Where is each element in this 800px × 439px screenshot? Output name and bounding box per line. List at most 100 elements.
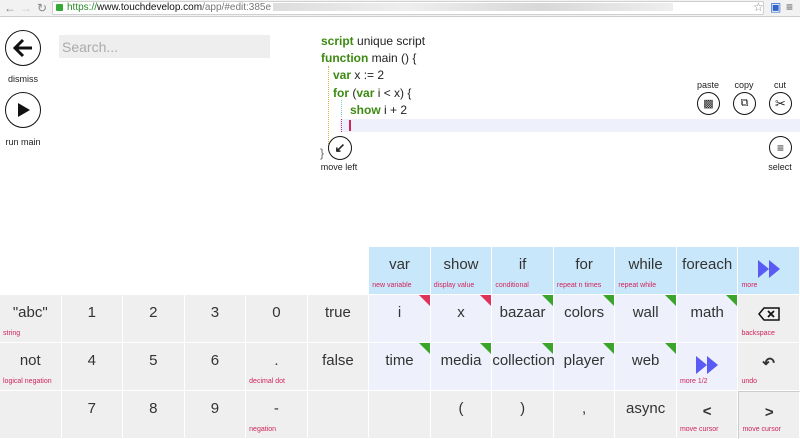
key-more-1-2[interactable]: more 1/2 xyxy=(676,343,739,391)
key-label: colors xyxy=(564,304,605,321)
key-collections[interactable]: collections xyxy=(492,343,563,391)
key-backspace[interactable]: backspace xyxy=(738,295,800,343)
key-label: > xyxy=(764,404,774,421)
key-9[interactable]: 9 xyxy=(184,391,247,439)
key-math[interactable]: math xyxy=(676,295,739,343)
key-2[interactable]: 2 xyxy=(123,295,185,343)
key-label: 5 xyxy=(149,352,158,369)
dismiss-button[interactable] xyxy=(5,30,41,66)
current-line-highlight xyxy=(340,119,800,132)
key-label: web xyxy=(631,352,660,369)
key-symbol[interactable]: , xyxy=(553,391,616,439)
key-label: 3 xyxy=(210,304,220,321)
key-i[interactable]: i xyxy=(369,295,431,343)
key-show[interactable]: show display value xyxy=(430,247,493,295)
run-main-button[interactable] xyxy=(5,92,41,128)
key-symbol[interactable]: - negation xyxy=(246,391,308,439)
key-more[interactable]: more xyxy=(738,247,800,295)
address-bar[interactable]: https://www.touchdevelop.com/app/#edit:3… xyxy=(52,1,764,15)
key-var[interactable]: var new variable xyxy=(369,247,431,295)
key-8[interactable]: 8 xyxy=(123,391,185,439)
key-5[interactable]: 5 xyxy=(123,343,185,391)
copy-button[interactable]: ⧉ xyxy=(733,92,756,115)
key-time[interactable]: time xyxy=(369,343,431,391)
select-lines-icon: ≡ xyxy=(776,140,784,155)
key-label: . xyxy=(274,352,279,369)
key-sublabel: move cursor xyxy=(679,426,719,433)
key-sublabel: more 1/2 xyxy=(679,378,708,385)
key-true[interactable]: true xyxy=(307,295,370,343)
key-bazaar[interactable]: bazaar xyxy=(492,295,554,343)
key-undo[interactable]: ↶ undo xyxy=(738,343,800,391)
key-media[interactable]: media xyxy=(430,343,493,391)
block-guide xyxy=(341,100,342,117)
corner-marker-icon xyxy=(603,295,615,306)
select-button[interactable]: ≡ xyxy=(769,136,792,159)
key-label: false xyxy=(322,352,354,369)
block-guide xyxy=(328,66,329,146)
key-symbol[interactable]: . decimal dot xyxy=(246,343,308,391)
search-input[interactable] xyxy=(59,35,270,58)
select-label: select xyxy=(768,162,792,172)
corner-marker-icon xyxy=(541,295,553,306)
key-sublabel: move cursor xyxy=(742,426,781,433)
corner-marker-icon xyxy=(664,343,676,354)
key-async[interactable]: async xyxy=(615,391,677,439)
key-symbol[interactable]: ( xyxy=(430,391,493,439)
code-line[interactable]: for (var i < x) { xyxy=(333,86,412,100)
key-false[interactable]: false xyxy=(307,343,370,391)
key-label: wall xyxy=(632,304,659,321)
key-0[interactable]: 0 xyxy=(246,295,308,343)
key-label: , xyxy=(582,400,587,417)
move-left-label: move left xyxy=(320,162,358,172)
key-for[interactable]: for repeat n times xyxy=(553,247,616,295)
paste-label: paste xyxy=(696,80,720,90)
run-main-label: run main xyxy=(5,137,41,147)
key-4[interactable]: 4 xyxy=(61,343,124,391)
paste-button[interactable]: ▩ xyxy=(697,92,720,115)
reload-icon[interactable]: ↻ xyxy=(37,1,48,15)
menu-icon[interactable]: ≡ xyxy=(786,0,794,14)
extension-icon[interactable]: ▣ xyxy=(770,0,782,14)
key-label: while xyxy=(628,256,663,273)
key-symbol[interactable]: ) xyxy=(492,391,554,439)
key-7[interactable]: 7 xyxy=(61,391,124,439)
key-symbol[interactable]: < move cursor xyxy=(676,391,739,439)
key-while[interactable]: while repeat while xyxy=(615,247,677,295)
key-3[interactable]: 3 xyxy=(184,295,247,343)
key-colors[interactable]: colors xyxy=(553,295,616,343)
key-1[interactable]: 1 xyxy=(61,295,124,343)
block-guide xyxy=(341,119,342,132)
key-label: media xyxy=(440,352,482,369)
key-blank xyxy=(0,391,62,439)
key-sublabel: backspace xyxy=(741,330,775,337)
key-6[interactable]: 6 xyxy=(184,343,247,391)
key-not[interactable]: not logical negation xyxy=(0,343,62,391)
forward-icon[interactable]: → xyxy=(20,1,32,15)
code-line[interactable]: script unique script xyxy=(321,34,426,48)
corner-marker-icon xyxy=(418,295,430,306)
key-label: not xyxy=(19,352,41,369)
key-abc[interactable]: "abc" string xyxy=(0,295,62,343)
key-label: collections xyxy=(492,352,563,369)
code-line[interactable]: var x := 2 xyxy=(333,68,385,82)
key-wall[interactable]: wall xyxy=(615,295,677,343)
key-label: bazaar xyxy=(499,304,546,321)
key-web[interactable]: web xyxy=(615,343,677,391)
key-label: if xyxy=(518,256,527,273)
star-icon[interactable]: ☆ xyxy=(753,0,764,14)
corner-marker-icon xyxy=(418,343,430,354)
cut-button[interactable]: ✂ xyxy=(769,92,792,115)
back-icon[interactable]: ← xyxy=(4,1,16,15)
move-left-button[interactable]: ↙ xyxy=(328,136,352,160)
key-player[interactable]: player xyxy=(553,343,616,391)
key-symbol[interactable]: > move cursor xyxy=(738,391,800,439)
key-label: x xyxy=(457,304,465,321)
key-if[interactable]: if conditional xyxy=(492,247,554,295)
code-line[interactable]: show i + 2 xyxy=(350,103,408,117)
code-line[interactable]: function main () { xyxy=(321,51,417,65)
key-x[interactable]: x xyxy=(430,295,493,343)
key-label: time xyxy=(385,352,414,369)
key-label: < xyxy=(702,403,712,420)
key-foreach[interactable]: foreach xyxy=(676,247,739,295)
